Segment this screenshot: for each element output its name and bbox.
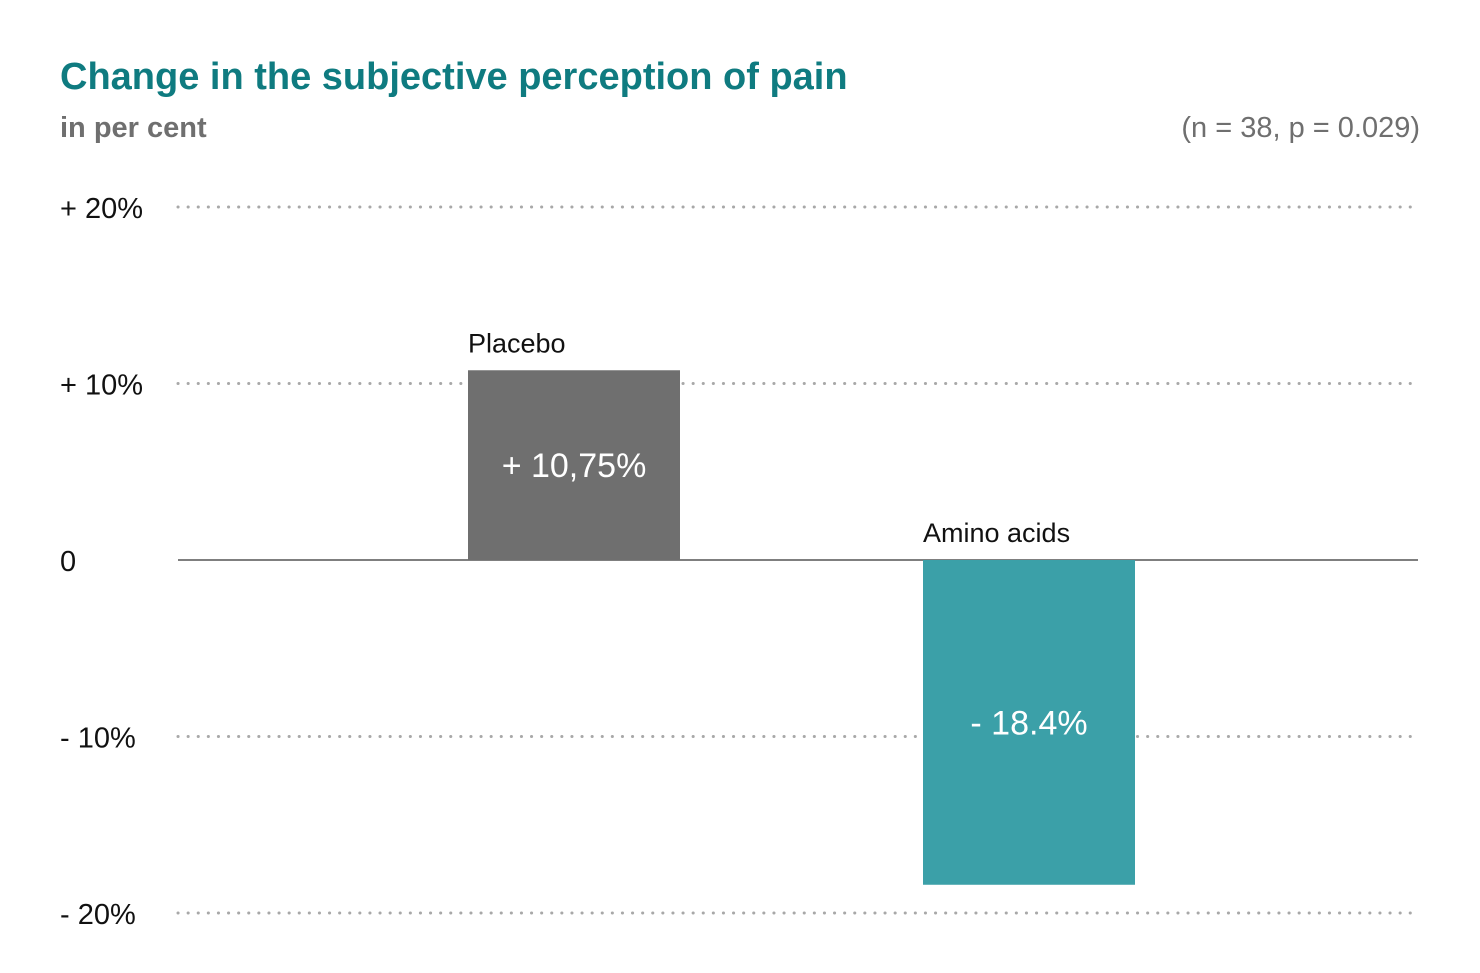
data-label: + 10,75%	[502, 447, 647, 485]
stats-annotation: (n = 38, p = 0.029)	[1181, 112, 1420, 144]
y-tick-label: + 20%	[60, 193, 143, 225]
chart-title: Change in the subjective perception of p…	[60, 56, 848, 98]
bar-0	[468, 370, 680, 560]
category-label: Placebo	[468, 328, 566, 358]
y-tick-label: - 20%	[60, 899, 136, 931]
category-label: Amino acids	[923, 518, 1070, 548]
data-label: - 18.4%	[970, 704, 1087, 742]
bar-1	[923, 560, 1135, 885]
y-tick-label: - 10%	[60, 723, 136, 755]
y-tick-label: + 10%	[60, 370, 143, 402]
y-tick-label: 0	[60, 546, 76, 578]
chart-subtitle: in per cent	[60, 112, 207, 144]
